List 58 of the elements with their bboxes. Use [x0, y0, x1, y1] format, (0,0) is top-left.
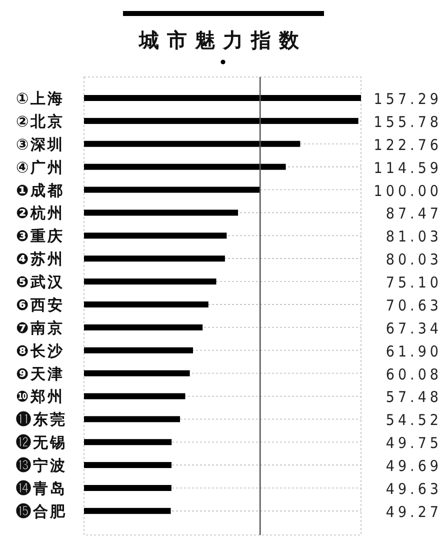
data-label: 67.34	[386, 319, 442, 338]
y-tick-label: ❾天津	[16, 364, 65, 383]
y-tick-label: ⓯合肥	[16, 502, 67, 520]
data-label: 54.52	[386, 411, 442, 430]
data-label: 75.10	[386, 274, 442, 292]
y-tick-label: ④广州	[16, 158, 65, 176]
y-tick-label: ❽长沙	[16, 342, 65, 360]
bar	[84, 484, 172, 491]
chart-title: 城市魅力指数	[138, 28, 307, 52]
bar	[84, 256, 225, 262]
bar	[84, 164, 286, 170]
bar	[84, 370, 190, 376]
y-tick-label: ①上海	[16, 90, 65, 108]
data-label: 122.76	[374, 136, 442, 154]
data-label: 49.69	[386, 457, 442, 476]
bar	[84, 508, 171, 514]
data-label: 155.78	[374, 112, 442, 131]
data-label: 57.48	[386, 388, 442, 406]
y-tick-label: ⓫东莞	[16, 410, 67, 429]
bar	[84, 301, 208, 308]
bar	[84, 439, 172, 446]
bar	[84, 347, 194, 354]
y-tick-label: ⓭宁波	[16, 456, 67, 475]
data-label: 49.27	[386, 502, 442, 521]
data-label: 87.47	[386, 204, 442, 223]
y-tick-label: ❹苏州	[16, 250, 65, 268]
y-tick-label: ❺武汉	[16, 273, 65, 292]
y-tick-label: ⓬无锡	[16, 434, 67, 452]
bar	[84, 324, 203, 330]
bar	[84, 140, 300, 147]
y-tick-label: ❸重庆	[16, 227, 65, 246]
data-label: 100.00	[374, 182, 442, 200]
bar	[84, 232, 227, 239]
data-label: 60.08	[386, 365, 442, 384]
bar	[84, 462, 172, 468]
bar	[84, 118, 358, 124]
y-tick-label: ❻西安	[16, 296, 65, 314]
data-label: 81.03	[386, 228, 442, 246]
y-tick-label: ③深圳	[16, 135, 65, 154]
bar	[84, 95, 361, 101]
data-label: 70.63	[386, 296, 442, 314]
data-label: 80.03	[386, 250, 442, 269]
y-tick-label: ②北京	[16, 112, 65, 130]
bar	[84, 186, 260, 193]
y-tick-label: ❿郑州	[16, 388, 65, 406]
bar	[84, 278, 216, 285]
y-tick-label: ❷杭州	[16, 204, 65, 222]
data-label: 49.75	[386, 434, 442, 452]
bar	[84, 210, 238, 216]
y-tick-label: ❼南京	[16, 318, 65, 337]
y-tick-label: ❶成都	[16, 181, 65, 200]
y-tick-label: ⓮青岛	[16, 479, 67, 498]
data-label: 61.90	[386, 342, 442, 360]
data-label: 114.59	[374, 158, 442, 177]
data-label: 49.63	[386, 480, 442, 498]
bar	[84, 416, 180, 422]
bar	[84, 393, 186, 400]
data-label: 157.29	[374, 90, 442, 108]
